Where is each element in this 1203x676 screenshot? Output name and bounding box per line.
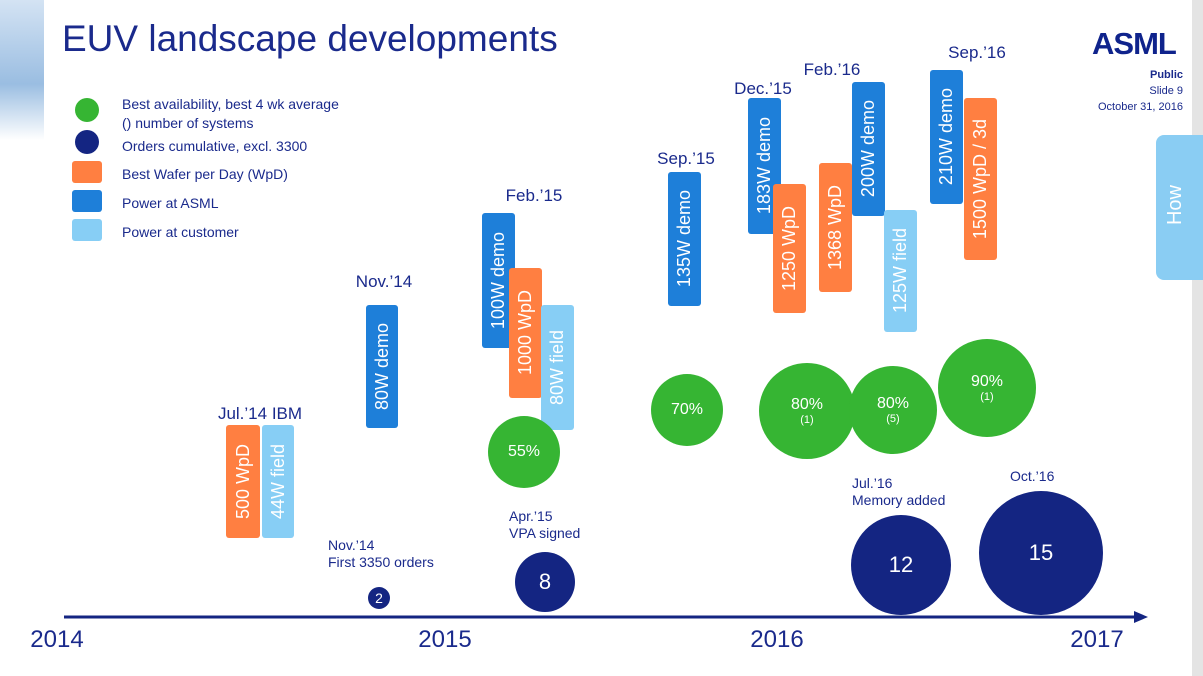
legend-orders: Orders cumulative, excl. 3300	[122, 138, 308, 154]
availability-circle: 80% (5)	[849, 366, 937, 454]
availability-circle: 80% (1)	[759, 363, 855, 459]
power-asml-box: 210W demo	[930, 70, 963, 204]
how-tab[interactable]: How	[1156, 135, 1203, 280]
availability-circle: 90% (1)	[938, 339, 1036, 437]
slide-edge	[1192, 0, 1203, 676]
legend-power-asml-icon	[72, 190, 102, 212]
order-note: Apr.’15 VPA signed	[509, 508, 581, 541]
wpd-box: 1250 WpD	[773, 184, 806, 313]
power-asml-box: 80W demo	[366, 305, 398, 428]
wpd-box: 1500 WpD / 3d	[964, 98, 997, 260]
legend-availability: Best availability, best 4 wk average	[122, 96, 339, 112]
power-asml-box: 135W demo	[668, 172, 701, 306]
slide-title: EUV landscape developments	[62, 18, 558, 59]
year-label: 2015	[418, 626, 472, 653]
milestone-label: Feb.’15	[505, 186, 563, 205]
orders-circle: 12	[851, 515, 951, 615]
year-label: 2017	[1070, 626, 1124, 653]
power-customer-box: 125W field	[884, 210, 917, 332]
legend-availability-note: () number of systems	[122, 115, 254, 131]
decorative-banner	[0, 0, 44, 140]
legend-power-customer-icon	[72, 219, 102, 241]
milestone-label: Feb.’16	[803, 60, 861, 79]
year-label: 2014	[30, 626, 84, 653]
wpd-box: 1000 WpD	[509, 268, 542, 398]
slide-number: Slide 9	[1149, 85, 1183, 97]
milestone-label: Sep.’15	[657, 149, 715, 168]
wpd-box: 1368 WpD	[819, 163, 852, 292]
legend-availability-icon	[75, 98, 99, 122]
order-note: Oct.’16	[1010, 468, 1055, 484]
order-note: Jul.’16 Memory added	[852, 475, 946, 508]
year-label: 2016	[750, 626, 804, 653]
power-customer-box: 44W field	[262, 425, 294, 538]
how-tab-label: How	[1164, 185, 1186, 226]
asml-logo: ASML	[1092, 26, 1177, 61]
orders-circle: 2	[368, 587, 390, 609]
availability-circle: 70%	[651, 374, 723, 446]
power-asml-box: 200W demo	[852, 82, 885, 216]
slide-date: October 31, 2016	[1097, 101, 1183, 113]
legend-power-asml: Power at ASML	[122, 195, 219, 211]
order-note: Nov.’14 First 3350 orders	[328, 537, 434, 570]
classification: Public	[1149, 69, 1183, 81]
orders-circle: 15	[979, 491, 1103, 615]
timeline-axis	[64, 611, 1148, 623]
legend-power-customer: Power at customer	[122, 224, 239, 240]
milestone-label: Sep.’16	[948, 43, 1006, 62]
legend-wpd-icon	[72, 161, 102, 183]
availability-circle: 55%	[488, 416, 560, 488]
wpd-box: 500 WpD	[226, 425, 260, 538]
legend-wpd: Best Wafer per Day (WpD)	[122, 166, 288, 182]
milestone-label: Nov.’14	[355, 272, 413, 291]
power-customer-box: 80W field	[541, 305, 574, 430]
milestone-label: Dec.’15	[734, 79, 792, 98]
milestone-label: Jul.’14 IBM	[217, 404, 303, 423]
orders-circle: 8	[515, 552, 575, 612]
legend-orders-icon	[75, 130, 99, 154]
